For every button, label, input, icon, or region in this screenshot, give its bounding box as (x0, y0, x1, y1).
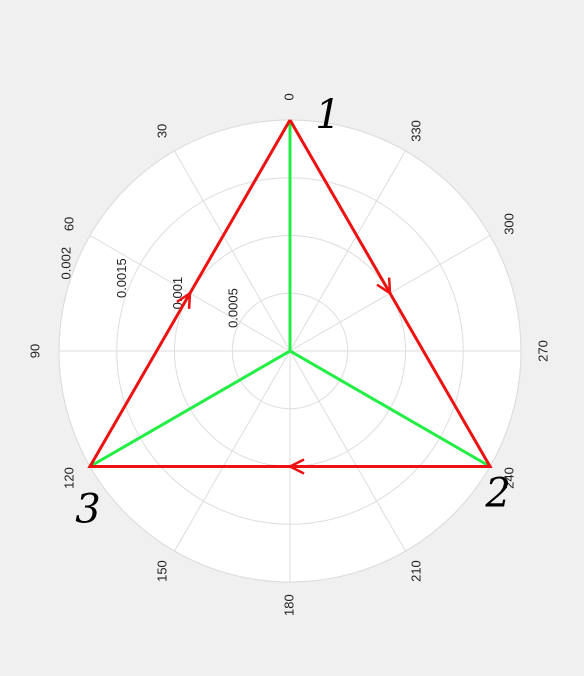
series-lines (87, 119, 493, 475)
angle-tick-label: 60 (61, 217, 76, 231)
grid-spoke-30 (174, 150, 291, 352)
angle-tick-label: 270 (536, 340, 551, 362)
radial-tick-label: 0.0005 (226, 288, 241, 328)
grid-spoke-210 (289, 350, 406, 552)
grid-spoke-150 (174, 350, 291, 552)
angle-tick-label: 330 (408, 120, 423, 142)
angle-tick-label: 120 (61, 467, 76, 489)
annotations: 1 2 3 (75, 92, 511, 533)
radial-tick-label: 0.002 (58, 247, 73, 280)
direction-arrow (287, 458, 305, 475)
vertex-annotation: 3 (75, 487, 100, 533)
direction-arrow (376, 277, 392, 296)
radial-tick-label: 0.0015 (114, 258, 129, 298)
direction-arrow (176, 290, 192, 309)
radial-tick-label: 0.001 (170, 277, 185, 310)
angle-tick-label: 30 (154, 124, 169, 138)
angle-tick-label: 0 (281, 93, 296, 100)
angle-tick-label: 240 (501, 467, 516, 489)
angle-tick-label: 150 (154, 560, 169, 582)
radial-tick-labels: 0.0005 0.001 0.0015 0.002 (58, 247, 240, 328)
angle-tick-label: 180 (281, 594, 296, 616)
angle-tick-label: 300 (501, 213, 516, 235)
vertex-annotation: 2 (484, 471, 510, 517)
grid-spoke-330 (289, 150, 406, 352)
angle-tick-label: 210 (408, 560, 423, 582)
vertex-annotation: 1 (315, 92, 340, 138)
angle-tick-label: 90 (27, 344, 42, 358)
angle-tick-labels: 0 30 60 90 120 150 180 210 240 270 300 330 (27, 93, 550, 616)
